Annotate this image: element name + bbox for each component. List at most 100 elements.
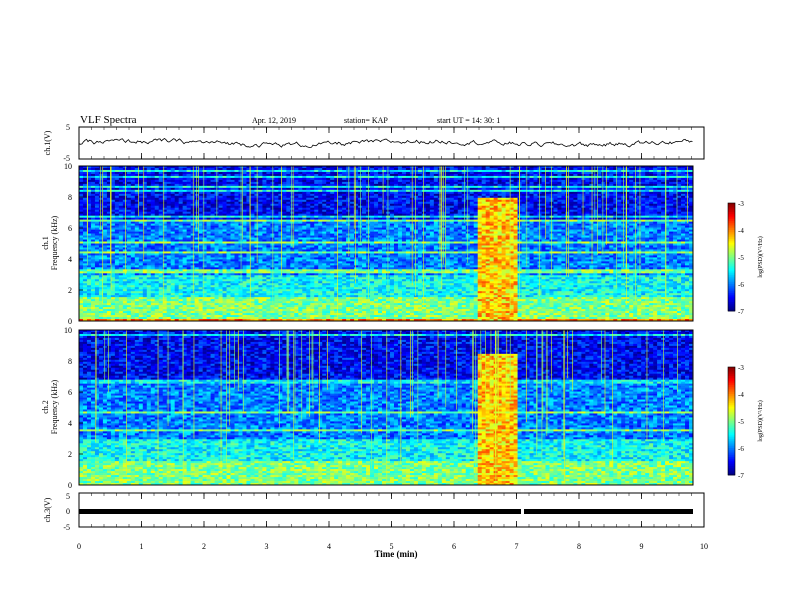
spectrogram-cell [545,167,550,171]
spectrogram-cell [589,171,594,175]
spectrogram-cell [525,203,530,207]
spectrogram-cell [421,215,427,218]
spectrogram-cell [565,179,570,183]
spectrogram-cell [521,171,526,175]
spectrogram-cell [150,223,156,226]
spectrogram-cell [433,201,439,205]
spectrogram-cell [397,171,403,175]
spectrogram-cell [182,207,187,211]
spectrogram-cell [689,169,694,173]
spectrogram-cell [657,185,662,189]
spectrogram-cell [318,213,323,216]
spectrogram-cell [270,187,275,191]
spectrogram-cell [206,205,211,209]
spectrogram-cell [637,187,642,191]
spectrogram-cell [581,221,586,224]
spectrogram-cell [597,187,602,191]
spectrogram-cell [106,181,112,185]
spectrogram-cell [629,195,634,199]
spectrogram-cell [194,181,199,185]
spectrogram-cell [421,225,427,228]
spectrogram-cell [533,207,538,211]
spectrogram-cell [593,191,598,195]
spectrogram-cell [457,209,463,213]
spectrogram-cell [597,225,602,228]
spectrogram-cell [206,213,211,216]
spectrogram-cell [138,209,144,213]
spectrogram-cell [453,183,459,187]
spectrogram-cell [326,189,331,193]
spectrogram-cell [609,223,614,226]
spectrogram-cell [561,166,566,169]
spectrogram-cell [366,175,371,179]
spectrogram-cell [102,229,108,232]
spectrogram-cell [378,211,383,214]
spectrogram-cell [238,175,243,179]
spectrogram-cell [242,201,247,205]
spectrogram-cell [90,223,96,226]
spectrogram-cell [258,169,263,173]
spectrogram-cell [270,167,275,171]
spectrogram-cell [665,166,670,169]
spectrogram-cell [645,189,650,193]
spectrogram-cell [653,195,658,199]
spectrogram-cell [262,171,267,175]
spectrogram-cell [509,179,514,183]
spectrogram-cell [146,189,152,193]
spectrogram-cell [405,167,411,171]
spectrogram-cell [126,171,132,175]
spectrogram-cell [350,213,355,216]
spectrogram-cell [589,187,594,191]
spectrogram-cell [198,173,203,177]
spectrogram-cell [533,191,538,195]
spectrogram-cell [509,177,514,181]
spectrogram-cell [613,201,618,205]
spectrogram-cell [689,193,694,197]
spectrogram-cell [278,197,283,201]
spectrogram-cell [130,197,136,201]
spectrogram-cell [170,217,175,220]
spectrogram-cell [98,223,104,226]
spectrogram-cell [641,175,646,179]
spectrogram-cell [166,205,171,209]
spectrogram-cell [222,169,227,173]
spectrogram-cell [130,191,136,195]
spectrogram-cell [174,179,179,183]
spectrogram-cell [310,201,315,205]
spectrogram-cell [613,179,618,183]
spectrogram-cell [266,209,271,213]
spectrogram-cell [493,195,498,199]
spectrogram-cell [637,195,642,199]
spectrogram-cell [326,197,331,201]
spectrogram-cell [405,215,411,218]
spectrogram-cell [417,171,423,175]
spectrogram-cell [489,173,494,177]
spectrogram-cell [254,199,259,203]
spectrogram-cell [258,221,263,224]
spectrogram-cell [429,205,435,209]
spectrogram-cell [370,211,375,214]
spectrogram-cell [158,167,164,171]
spectrogram-cell [134,211,140,214]
spectrogram-cell [629,183,634,187]
spectrogram-cell [362,179,367,183]
spectrogram-cell [581,223,586,226]
spectrogram-cell [545,225,550,228]
spectrogram-cell [122,185,128,189]
spectrogram-cell [449,185,455,189]
spectrogram-cell [218,199,223,203]
spectrogram-cell [481,199,486,203]
spectrogram-cell [557,185,562,189]
spectrogram-cell [569,183,574,187]
spectrogram-cell [577,191,582,195]
spectrogram-cell [158,219,164,222]
spectrogram-cell [278,227,283,230]
spectrogram-cell [649,175,654,179]
spectrogram-cell [553,227,558,230]
spectrogram-cell [370,179,375,183]
spectrogram-cell [174,229,179,232]
spectrogram-cell [270,221,275,224]
spectrogram-cell [274,169,279,173]
spectrogram-cell [453,187,459,191]
spectrogram-cell [138,229,144,232]
